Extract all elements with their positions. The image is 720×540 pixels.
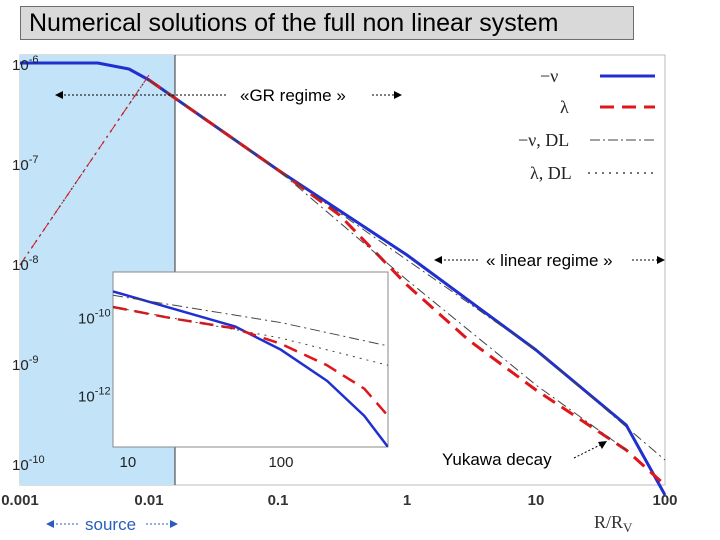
x-tick-label-5: 100 [652, 492, 677, 509]
inset-y-tick-label-1: 10-12 [78, 385, 111, 405]
y-tick-base-1: 10 [12, 157, 29, 174]
linear-arrow-right-head [657, 256, 665, 264]
source-label: source [85, 515, 136, 534]
gr-regime-annotation: «GR regime » [55, 86, 402, 105]
x-tick-label-4: 10 [528, 492, 545, 509]
y-tick-label-4: 10-10 [12, 454, 45, 474]
inset-x-tick-label-1: 100 [268, 454, 293, 471]
legend-label-lambda-dl: λ, DL [530, 163, 572, 183]
y-tick-base-0: 10 [12, 57, 29, 74]
main-series-5 [19, 74, 150, 266]
source-arrow-left-head [46, 520, 54, 528]
yukawa-arrow [573, 443, 603, 459]
x-axis-ticks: 0.001 0.01 0.1 1 10 100 [1, 492, 677, 509]
legend-label-nu-dl: −ν, DL [518, 130, 569, 150]
inset-series-1 [113, 305, 388, 417]
inset-lines [113, 290, 388, 447]
legend-label-nu: −ν [540, 66, 558, 86]
y-tick-exp-4: -10 [29, 454, 45, 466]
linear-arrow-left-head [434, 256, 442, 264]
linear-regime-annotation: « linear regime » [434, 251, 665, 270]
yukawa-arrow-head [598, 441, 607, 449]
y-axis-ticks: 10-610-710-810-910-10 [12, 54, 45, 474]
x-tick-label-0: 0.001 [1, 492, 39, 509]
inset-series-3 [113, 306, 388, 366]
yukawa-annotation: Yukawa decay [442, 441, 607, 469]
inset-series-group [113, 290, 388, 447]
legend-label-lambda: λ [560, 97, 569, 117]
yukawa-label: Yukawa decay [442, 450, 552, 469]
y-tick-exp-3: -9 [29, 354, 39, 366]
source-annotation: source [46, 515, 178, 534]
inset-series-2 [113, 294, 388, 347]
gr-arrow-right-head [394, 91, 402, 99]
linear-regime-label: « linear regime » [486, 251, 613, 270]
x-tick-label-2: 0.1 [268, 492, 289, 509]
x-tick-label-1: 0.01 [134, 492, 163, 509]
inset-series-0 [113, 290, 388, 447]
legend: −ν λ −ν, DL λ, DL [518, 66, 655, 183]
y-tick-label-3: 10-9 [12, 354, 38, 374]
source-arrow-right-head [170, 520, 178, 528]
y-tick-base-4: 10 [12, 457, 29, 474]
main-series-group [19, 61, 667, 496]
x-tick-label-3: 1 [403, 492, 411, 509]
inset-y-tick-base-0: 10 [78, 311, 95, 328]
y-tick-exp-1: -7 [29, 154, 39, 166]
inset-x-tick-label-0: 10 [119, 454, 136, 471]
inset-x-axis-ticks: 10 100 [119, 454, 293, 471]
inset-frame [112, 271, 389, 448]
y-tick-base-2: 10 [12, 257, 29, 274]
inset-y-tick-base-1: 10 [78, 388, 95, 405]
gr-regime-label: «GR regime » [240, 86, 346, 105]
y-tick-label-0: 10-6 [12, 54, 38, 74]
inset-y-tick-label-0: 10-10 [78, 308, 111, 328]
main-series-4 [148, 79, 627, 451]
inset-y-tick-exp-0: -10 [95, 308, 111, 320]
y-tick-label-2: 10-8 [12, 254, 38, 274]
x-axis-label-main: R/R [594, 512, 623, 532]
y-tick-exp-2: -8 [29, 254, 39, 266]
x-axis-label-sub: V [623, 520, 633, 535]
x-axis-label: R/RV [594, 512, 633, 535]
y-tick-label-1: 10-7 [12, 154, 38, 174]
y-tick-exp-0: -6 [29, 54, 39, 66]
y-tick-base-3: 10 [12, 357, 29, 374]
slide-title: Numerical solutions of the full non line… [20, 6, 634, 40]
inset-y-tick-exp-1: -12 [95, 385, 111, 397]
gr-arrow-left-head [55, 91, 63, 99]
